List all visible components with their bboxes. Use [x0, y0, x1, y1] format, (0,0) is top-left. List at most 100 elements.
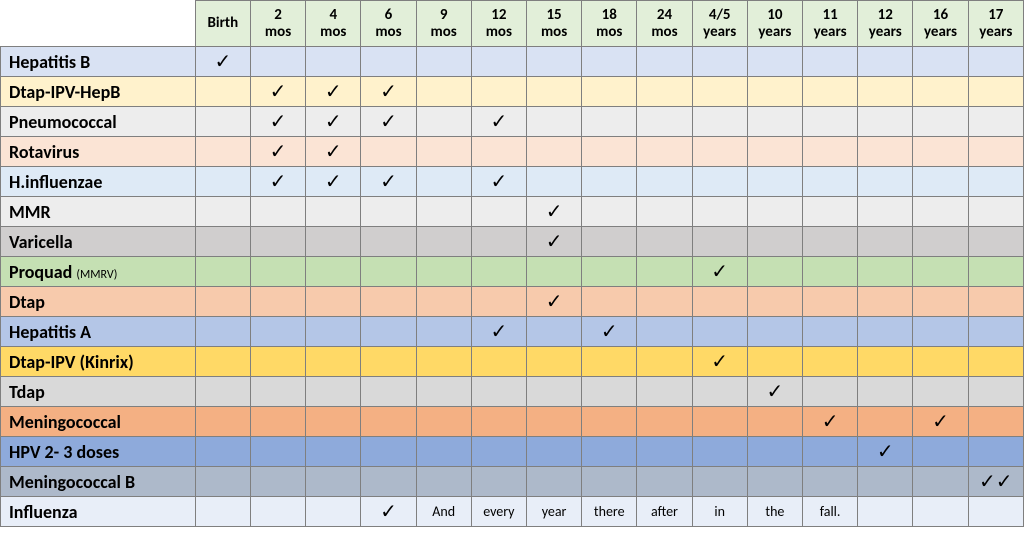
cell [250, 227, 305, 257]
cell [858, 287, 913, 317]
cell: ✓ [526, 287, 581, 317]
cell [195, 407, 250, 437]
cell [637, 317, 692, 347]
cell: ✓ [306, 137, 361, 167]
cell [858, 257, 913, 287]
cell: fall. [802, 497, 857, 527]
col-header: 6mos [361, 1, 416, 47]
cell [250, 467, 305, 497]
cell [968, 107, 1023, 137]
col-header: 2mos [250, 1, 305, 47]
table-row: Meningococcal✓✓ [1, 407, 1024, 437]
cell [471, 437, 526, 467]
cell [195, 197, 250, 227]
cell [858, 497, 913, 527]
cell [858, 137, 913, 167]
cell [637, 227, 692, 257]
cell [968, 317, 1023, 347]
cell [913, 257, 968, 287]
cell: in [692, 497, 747, 527]
cell [416, 257, 471, 287]
col-header: 12years [858, 1, 913, 47]
table-row: Pneumococcal✓✓✓✓ [1, 107, 1024, 137]
cell [858, 347, 913, 377]
cell [306, 257, 361, 287]
cell [913, 47, 968, 77]
cell [858, 167, 913, 197]
cell [306, 287, 361, 317]
cell [250, 47, 305, 77]
cell [361, 407, 416, 437]
cell [692, 467, 747, 497]
cell [250, 497, 305, 527]
cell [637, 377, 692, 407]
cell: ✓ [250, 167, 305, 197]
col-header-top: 4 [306, 7, 360, 24]
cell [802, 317, 857, 347]
cell: ✓ [361, 77, 416, 107]
cell [471, 257, 526, 287]
cell [747, 77, 802, 107]
col-header-bot: mos [306, 24, 360, 41]
cell [692, 227, 747, 257]
cell: ✓ [913, 407, 968, 437]
cell [858, 317, 913, 347]
cell [526, 407, 581, 437]
cell [913, 437, 968, 467]
cell [692, 167, 747, 197]
col-header-bot: mos [417, 24, 471, 41]
cell [637, 287, 692, 317]
cell [802, 227, 857, 257]
row-label: Influenza [1, 497, 196, 527]
cell [306, 467, 361, 497]
cell [250, 287, 305, 317]
cell [526, 437, 581, 467]
cell [692, 107, 747, 137]
cell [471, 47, 526, 77]
cell [637, 167, 692, 197]
cell [361, 437, 416, 467]
cell: after [637, 497, 692, 527]
cell [471, 377, 526, 407]
cell [250, 317, 305, 347]
cell [637, 437, 692, 467]
cell [471, 407, 526, 437]
col-header: 10years [747, 1, 802, 47]
cell: ✓ [361, 107, 416, 137]
cell [692, 137, 747, 167]
col-header-bot: years [803, 24, 857, 41]
table-row: Dtap✓ [1, 287, 1024, 317]
cell [747, 107, 802, 137]
cell [195, 167, 250, 197]
cell: there [582, 497, 637, 527]
cell: ✓ [692, 257, 747, 287]
row-label: Hepatitis A [1, 317, 196, 347]
cell: ✓ [306, 107, 361, 137]
cell [637, 407, 692, 437]
header-blank [1, 1, 196, 47]
cell [802, 437, 857, 467]
cell [913, 467, 968, 497]
cell [858, 407, 913, 437]
cell: ✓ [250, 137, 305, 167]
cell [306, 317, 361, 347]
row-label: MMR [1, 197, 196, 227]
cell [692, 437, 747, 467]
col-header-top: 4/5 [693, 7, 747, 24]
cell [471, 287, 526, 317]
cell [582, 257, 637, 287]
col-header-bot: years [693, 24, 747, 41]
cell [968, 137, 1023, 167]
cell [802, 77, 857, 107]
table-body: Hepatitis B✓Dtap-IPV-HepB✓✓✓Pneumococcal… [1, 47, 1024, 527]
cell [195, 257, 250, 287]
cell: ✓ [306, 167, 361, 197]
cell [416, 287, 471, 317]
col-header: 9mos [416, 1, 471, 47]
cell [306, 407, 361, 437]
cell [582, 437, 637, 467]
cell: ✓ [526, 227, 581, 257]
col-header-top: 17 [969, 7, 1023, 24]
cell [968, 347, 1023, 377]
col-header: 12mos [471, 1, 526, 47]
